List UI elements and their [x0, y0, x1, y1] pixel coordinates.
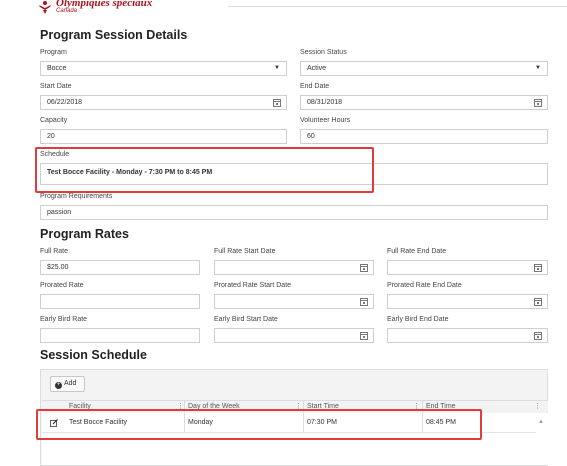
column-divider [184, 413, 185, 433]
brand-subtitle: Canada [56, 8, 78, 14]
program-value: Bocce [47, 65, 67, 72]
start-date-value: 06/22/2018 [47, 99, 83, 106]
cell-end: 08:45 PM [426, 419, 456, 426]
full-rate-value: $25.00 [47, 264, 69, 271]
prorated-rate-start-label: Prorated Rate Start Date [214, 282, 292, 289]
full-rate-label: Full Rate [40, 248, 69, 255]
early-bird-rate-input[interactable] [40, 328, 200, 343]
column-menu-icon[interactable]: ⋮ [534, 403, 541, 410]
add-button[interactable]: + Add [50, 376, 85, 392]
column-divider [303, 401, 304, 412]
column-header-start[interactable]: Start Time [307, 403, 339, 410]
column-divider [184, 401, 185, 412]
full-rate-input[interactable]: $25.00 [40, 260, 200, 275]
early-bird-end-input[interactable] [387, 328, 548, 343]
requirements-value: passion [47, 209, 72, 216]
brand-logo: Olympiques spéciaux Canada [38, 0, 188, 22]
cell-start: 07:30 PM [307, 419, 337, 426]
volunteer-hours-input[interactable]: 60 [300, 129, 548, 144]
cell-facility: Test Bocce Facility [69, 419, 127, 426]
session-details-title: Program Session Details [40, 28, 188, 42]
brand-name: Olympiques spéciaux [56, 0, 153, 9]
logo-mark-icon [39, 1, 51, 14]
chevron-down-icon: ▼ [535, 65, 541, 71]
capacity-label: Capacity [40, 117, 68, 124]
program-rates-title: Program Rates [40, 227, 129, 241]
session-schedule-title: Session Schedule [40, 348, 147, 362]
schedule-label: Schedule [40, 151, 70, 158]
early-bird-end-label: Early Bird End Date [387, 316, 449, 323]
schedule-highlight [35, 147, 374, 193]
calendar-icon[interactable] [534, 264, 542, 272]
volunteer-hours-label: Volunteer Hours [300, 117, 351, 124]
add-button-label: Add [64, 380, 77, 387]
column-header-end[interactable]: End Time [426, 403, 456, 410]
column-divider [422, 413, 423, 433]
schedule-value: Test Bocce Facility - Monday - 7:30 PM t… [47, 169, 213, 176]
chevron-down-icon: ▼ [274, 65, 280, 71]
capacity-value: 20 [47, 133, 55, 140]
end-date-value: 08/31/2018 [307, 99, 343, 106]
early-bird-start-label: Early Bird Start Date [214, 316, 278, 323]
full-rate-end-label: Full Rate End Date [387, 248, 447, 255]
calendar-icon[interactable] [534, 99, 542, 107]
row-highlight [36, 409, 482, 440]
end-date-label: End Date [300, 83, 330, 90]
session-status-select[interactable]: Active ▼ [300, 61, 548, 76]
calendar-icon[interactable] [360, 298, 368, 306]
scroll-up-icon[interactable]: ▲ [538, 419, 544, 425]
cell-day: Monday [188, 419, 213, 426]
column-header-facility[interactable]: Facility [69, 403, 91, 410]
prorated-rate-label: Prorated Rate [40, 282, 84, 289]
session-status-label: Session Status [300, 49, 347, 56]
session-status-value: Active [307, 65, 327, 72]
calendar-icon[interactable] [273, 99, 281, 107]
column-divider [303, 413, 304, 433]
prorated-rate-start-input[interactable] [214, 294, 374, 309]
full-rate-start-label: Full Rate Start Date [214, 248, 276, 255]
end-date-input[interactable]: 08/31/2018 [300, 95, 548, 110]
volunteer-hours-value: 60 [307, 133, 315, 140]
column-menu-icon[interactable]: ⋮ [413, 403, 420, 410]
prorated-rate-input[interactable] [40, 294, 200, 309]
column-menu-icon[interactable]: ⋮ [295, 403, 302, 410]
calendar-icon[interactable] [360, 264, 368, 272]
column-menu-icon[interactable]: ⋮ [177, 403, 184, 410]
program-select[interactable]: Bocce ▼ [40, 61, 287, 76]
calendar-icon[interactable] [534, 332, 542, 340]
calendar-icon[interactable] [534, 298, 542, 306]
start-date-input[interactable]: 06/22/2018 [40, 95, 287, 110]
header-divider [228, 6, 567, 7]
plus-circle-icon: + [55, 382, 62, 389]
prorated-rate-end-label: Prorated Rate End Date [387, 282, 462, 289]
early-bird-start-input[interactable] [214, 328, 374, 343]
requirements-input[interactable]: passion [40, 205, 548, 220]
capacity-input[interactable]: 20 [40, 129, 287, 144]
early-bird-rate-label: Early Bird Rate [40, 316, 88, 323]
prorated-rate-end-input[interactable] [387, 294, 548, 309]
requirements-label: Program Requirements [40, 193, 113, 200]
start-date-label: Start Date [40, 83, 72, 90]
full-rate-start-input[interactable] [214, 260, 374, 275]
schedule-field: Test Bocce Facility - Monday - 7:30 PM t… [40, 163, 548, 185]
calendar-icon[interactable] [360, 332, 368, 340]
column-header-day[interactable]: Day of the Week [188, 403, 240, 410]
program-label: Program [40, 49, 67, 56]
edit-icon[interactable] [50, 419, 58, 427]
column-divider [422, 401, 423, 412]
table-row[interactable]: Test Bocce Facility Monday 07:30 PM 08:4… [42, 413, 536, 433]
full-rate-end-input[interactable] [387, 260, 548, 275]
